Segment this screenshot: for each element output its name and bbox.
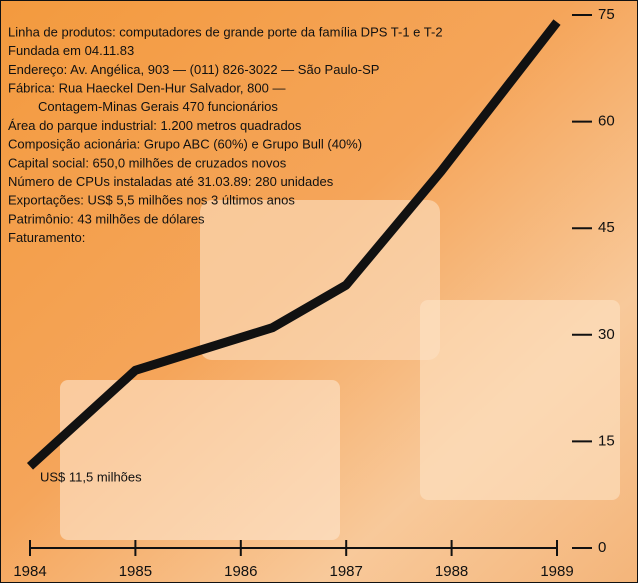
y-tick-label: 75: [598, 6, 615, 23]
info-line: Número de CPUs instaladas até 31.03.89: …: [8, 174, 334, 189]
y-tick-label: 45: [598, 219, 615, 236]
info-line: Área do parque industrial: 1.200 metros …: [8, 118, 302, 133]
info-line: Faturamento:: [8, 230, 85, 245]
info-line: Exportações: US$ 5,5 milhões nos 3 últim…: [8, 193, 295, 208]
y-tick-label: 0: [598, 539, 606, 556]
x-tick-label: 1985: [119, 563, 152, 580]
info-line: Patrimônio: 43 milhões de dólares: [8, 211, 205, 226]
x-tick-label: 1988: [435, 563, 468, 580]
info-line: Contagem-Minas Gerais 470 funcionários: [38, 99, 278, 114]
info-line: Capital social: 650,0 milhões de cruzado…: [8, 155, 287, 170]
info-line: Fábrica: Rua Haeckel Den-Hur Salvador, 8…: [8, 81, 285, 96]
info-line: Composição acionária: Grupo ABC (60%) e …: [8, 137, 362, 152]
x-tick-label: 1986: [224, 563, 257, 580]
y-tick-label: 15: [598, 432, 615, 449]
chart: Linha de produtos: computadores de grand…: [0, 0, 638, 583]
info-line: Endereço: Av. Angélica, 903 — (011) 826-…: [8, 62, 379, 77]
info-line: Fundada em 04.11.83: [8, 43, 134, 58]
x-tick-label: 1989: [540, 563, 573, 580]
y-tick-label: 30: [598, 326, 615, 343]
annotation: US$ 11,5 milhões: [40, 469, 142, 484]
x-tick-label: 1987: [330, 563, 363, 580]
x-tick-label: 1984: [13, 563, 46, 580]
y-tick-label: 60: [598, 113, 615, 130]
info-line: Linha de produtos: computadores de grand…: [8, 24, 443, 39]
photo-printer: [420, 300, 620, 500]
page: Linha de produtos: computadores de grand…: [0, 0, 638, 588]
